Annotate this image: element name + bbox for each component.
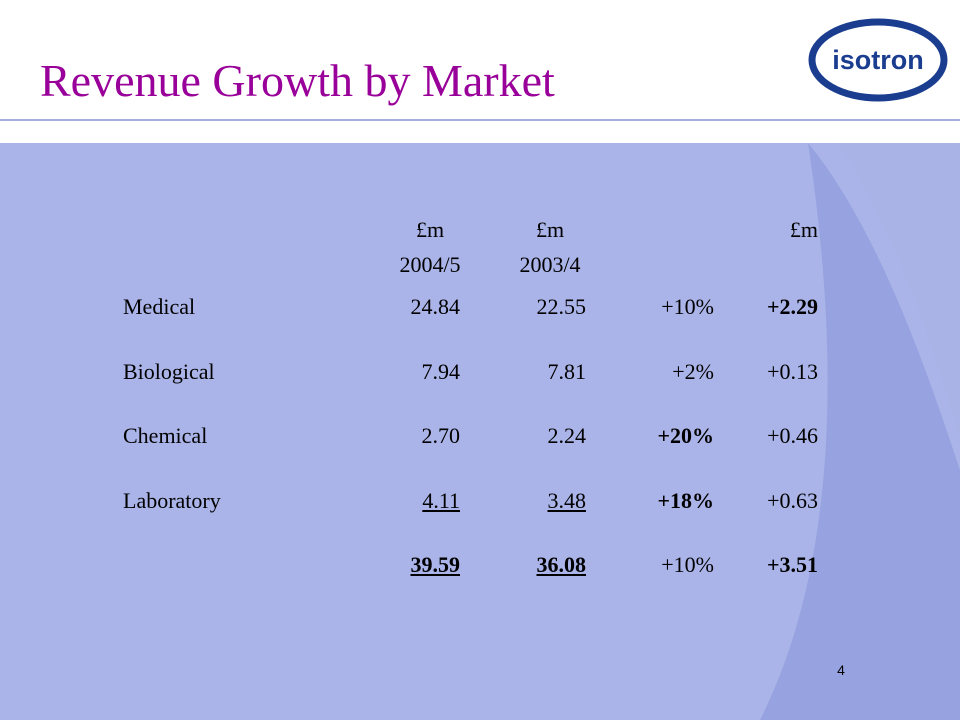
cell-chemical-2004-5: 2.70 (421, 423, 461, 448)
logo-wordmark: isotron (832, 45, 924, 75)
header-col1-unit: £m (415, 217, 445, 242)
cell-total-2004-5-value: 39.59 (410, 552, 461, 577)
cell-laboratory-pct: +18% (657, 488, 714, 513)
cell-laboratory-2003-4: 3.48 (486, 488, 587, 514)
cell-total-2003-4-value: 36.08 (536, 552, 587, 577)
row-label-laboratory: Laboratory (123, 488, 221, 513)
header-col2-unit: £m (535, 217, 565, 242)
title-divider (0, 119, 960, 121)
isotron-logo: isotron (808, 18, 948, 102)
cell-medical-2003-4: 22.55 (536, 294, 587, 319)
cell-chemical-change: +0.46 (767, 423, 818, 448)
cell-biological-pct: +2% (672, 359, 714, 384)
cell-laboratory-change: +0.63 (767, 488, 818, 513)
header-col2-period: 2003/4 (519, 252, 581, 277)
cell-laboratory-2004-5: 4.11 (360, 488, 460, 514)
page-number: 4 (837, 662, 845, 678)
cell-total-2003-4: 36.08 (486, 552, 587, 578)
cell-laboratory-2004-5-value: 4.11 (422, 488, 460, 513)
cell-chemical-pct: +20% (657, 423, 714, 448)
slide-title: Revenue Growth by Market (40, 55, 555, 106)
cell-biological-2004-5: 7.94 (421, 359, 461, 384)
cell-medical-pct: +10% (661, 294, 714, 319)
cell-total-2004-5: 39.59 (360, 552, 461, 578)
row-label-chemical: Chemical (123, 423, 208, 448)
header-col1-period: 2004/5 (399, 252, 461, 277)
cell-medical-2004-5: 24.84 (410, 294, 461, 319)
cell-biological-change: +0.13 (767, 359, 818, 384)
cell-chemical-2003-4: 2.24 (547, 423, 587, 448)
row-label-biological: Biological (123, 359, 215, 384)
cell-laboratory-2003-4-value: 3.48 (547, 488, 587, 513)
header-col4-unit: £m (789, 217, 818, 242)
cell-biological-2003-4: 7.81 (547, 359, 587, 384)
row-label-medical: Medical (123, 294, 196, 319)
cell-total-pct: +10% (661, 552, 714, 577)
cell-medical-change: +2.29 (766, 294, 818, 319)
cell-total-change: +3.51 (766, 552, 818, 577)
